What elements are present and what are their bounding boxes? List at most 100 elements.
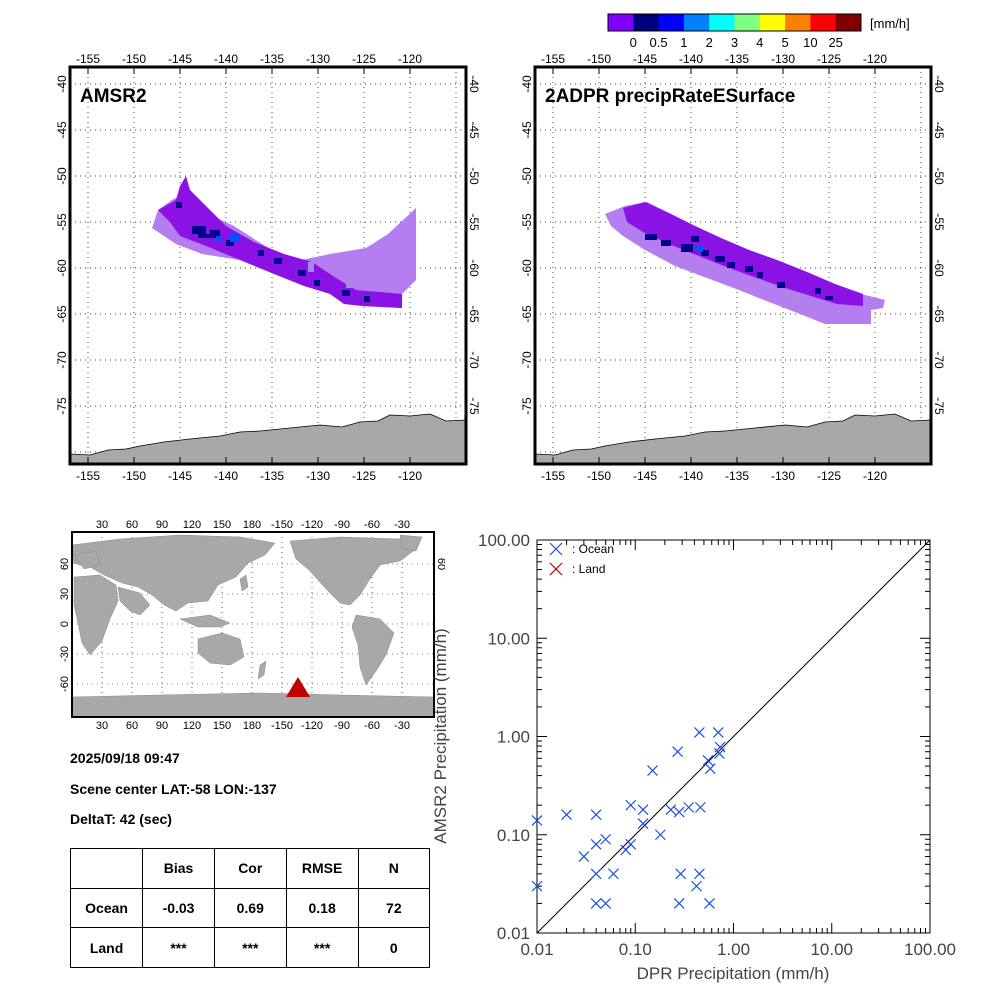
colorbar-cell [759,14,786,31]
colorbar-tick-label: 0 [630,35,637,50]
lat-tick-label: -60 [520,259,534,277]
lat-tick-label: -65 [467,305,480,323]
continents [71,534,435,718]
lon-tick-label: -155 [541,469,565,483]
stats-header-cell [69,848,144,889]
table-cell: 0.69 [213,887,287,929]
world-lat-tick: 30 [60,588,71,600]
scatter-point-ocean [673,806,685,818]
lon-tick-label: -140 [679,52,703,66]
stats-header-cor: Cor [213,848,287,889]
world-lon-tick: -60 [364,519,380,531]
legend-land-label: : Land [572,562,605,576]
colorbar-tick-label: 10 [803,35,817,50]
lon-tick-label: -135 [725,52,749,66]
world-lon-tick: -30 [394,720,410,732]
lon-tick-label: -125 [817,469,841,483]
colorbar-cell [658,14,685,31]
colorbar-cell [608,14,634,31]
lat-tick-label: -45 [55,121,69,139]
scatter-point-ocean [600,897,612,909]
world-lat-tick: 60 [60,558,71,570]
lat-tick-label: -45 [467,121,480,139]
amsr2-precip-swath [152,176,416,308]
world-lon-tick: 150 [213,720,231,732]
legend: : Ocean : Land [549,542,614,576]
colorbar-tick-label: 0.5 [650,35,668,50]
legend-ocean-label: : Ocean [572,542,614,556]
table-cell: -0.03 [142,887,215,929]
scatter-point-ocean [672,746,684,758]
world-lat-tick: -60 [60,676,71,692]
colorbar-unit: [mm/h] [870,16,910,31]
scatter-point-ocean [578,851,590,862]
lat-tick-label: -40 [520,75,534,93]
legend-land-cross [549,562,563,576]
lat-tick-label: -65 [932,305,946,323]
legend-ocean-cross [549,542,563,556]
scatter-point-ocean [654,829,666,841]
scatter-point-ocean [608,868,619,880]
lat-tick-label: -45 [932,121,946,139]
y-tick-label: 10.00 [487,629,530,648]
scatter-plot: 0.010.01 0.10 0.10 1.00 1.00 10.00 10.00 100.00… [431,531,956,983]
lat-tick-label: -75 [520,397,534,415]
stats-header-row: Bias Cor RMSE N [69,848,431,889]
lat-tick-label: -45 [520,121,534,139]
scatter-point-ocean [625,799,637,811]
world-lon-tick: 90 [156,720,168,732]
one-to-one-line [536,539,931,934]
table-cell: *** [285,927,359,968]
legend-land-marker [549,562,563,576]
lon-tick-label: -145 [633,469,657,483]
lon-tick-label: -145 [168,469,192,483]
lat-tick-label: -70 [520,351,534,369]
amsr2-map-panel: AMSR2 -155 -150 -145 -140 -135 -130 -125 -120 -… [55,52,480,483]
colorbar-tick-label: 4 [756,35,763,50]
scatter-point-ocean [702,755,714,766]
lon-tick-label: -135 [260,469,284,483]
y-tick-label: 0.01 [497,924,530,943]
lon-tick-label: -130 [771,469,795,483]
world-lat-tick: 60 [435,558,445,570]
table-cell: 0.18 [285,887,359,929]
scatter-point-ocean [590,809,602,821]
world-lon-tick: 120 [183,720,201,732]
lat-tick-label: -40 [932,75,946,93]
world-lon-tick: -150 [271,720,293,732]
world-lon-tick: -120 [301,720,323,732]
world-lon-tick: 180 [243,519,261,531]
scatter-point-ocean [712,727,724,738]
lon-tick-label: -155 [541,52,565,66]
table-cell: Land [69,927,144,968]
world-lon-tick: -120 [301,519,323,531]
dpr-map-panel: 2ADPR precipRateESurface -155 -150 -145 -14… [520,52,946,483]
lon-tick-label: -125 [352,469,376,483]
stats-header-n: N [357,848,431,889]
colorbar-cell [633,14,660,31]
scatter-point-ocean [590,868,602,880]
lat-tick-label: -55 [467,213,480,231]
lat-tick-label: -40 [55,75,69,93]
scatter-point-ocean [694,801,706,813]
lon-tick-label: -120 [398,52,422,66]
scatter-point-ocean [694,868,705,880]
scatter-point-ocean [714,741,726,753]
lat-tick-label: -75 [467,397,480,415]
scatter-point-ocean [600,833,612,845]
scatter-point-ocean [694,727,705,738]
stats-row-ocean: Ocean -0.03 0.69 0.18 72 [69,887,431,929]
dpr-precip-swath [605,202,885,324]
y-axis-label: AMSR2 Precipitation (mm/h) [431,628,450,843]
scatter-point-ocean [647,765,658,776]
x-tick-label: 1.00 [717,940,750,959]
lat-tick-label: -75 [55,397,69,415]
scatter-point-ocean [683,801,695,813]
lon-tick-label: -150 [122,52,146,66]
lat-tick-label: -70 [467,351,480,369]
lon-tick-label: -125 [817,52,841,66]
scene-location-marker [286,677,310,697]
y-tick-label: 0.10 [497,826,530,845]
scatter-point-ocean [561,809,573,821]
scatter-point-ocean [691,880,702,892]
